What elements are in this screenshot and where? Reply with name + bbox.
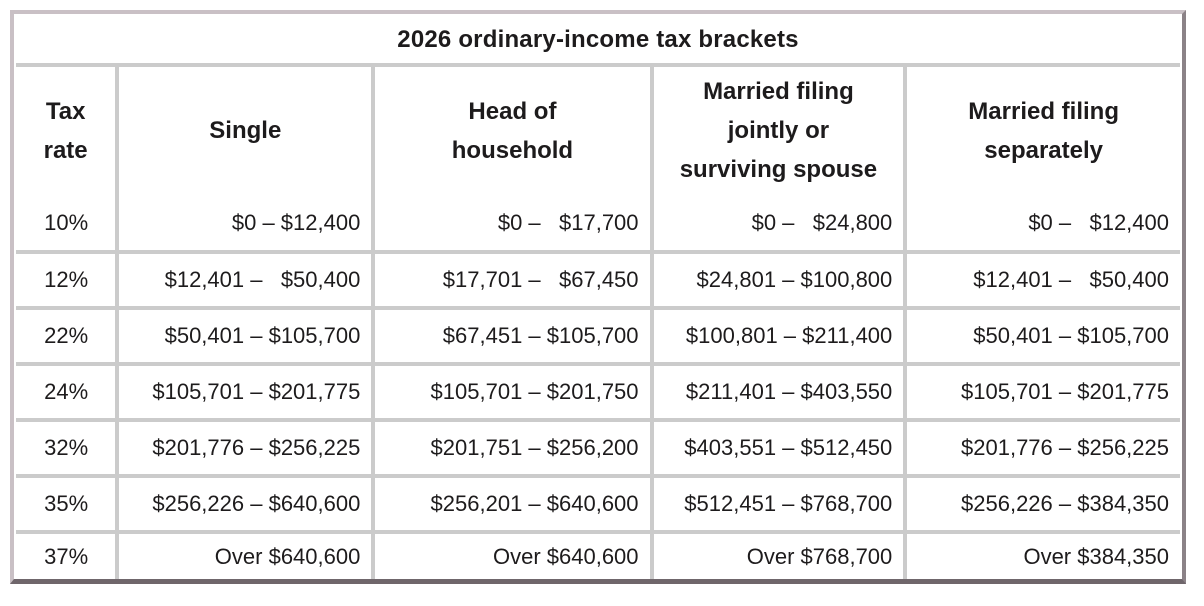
married-separately-range-cell: $12,401 – $50,400	[905, 252, 1180, 310]
tax-rate-cell: 24%	[16, 364, 120, 422]
married-jointly-range-cell: $0 – $24,800	[651, 196, 908, 254]
header-row: Tax rate Single Head of household Marrie…	[16, 65, 1180, 196]
table-row: 12% $12,401 – $50,400 $17,701 – $67,450 …	[16, 252, 1180, 310]
table-row: 37% Over $640,600 Over $640,600 Over $76…	[16, 532, 1180, 579]
head-of-household-range-cell: $256,201 – $640,600	[373, 476, 654, 534]
head-of-household-range-cell: Over $640,600	[373, 532, 654, 579]
single-range-cell: Over $640,600	[117, 532, 376, 579]
married-jointly-range-cell: $211,401 – $403,550	[651, 364, 908, 422]
table-row: 24% $105,701 – $201,775 $105,701 – $201,…	[16, 364, 1180, 422]
tax-brackets-grid: 2026 ordinary-income tax brackets Tax ra…	[16, 16, 1180, 579]
tax-brackets-table: 2026 ordinary-income tax brackets Tax ra…	[10, 10, 1186, 584]
title-row: 2026 ordinary-income tax brackets	[16, 16, 1180, 67]
married-jointly-range-cell: Over $768,700	[651, 532, 908, 579]
tax-rate-cell: 12%	[16, 252, 120, 310]
married-separately-range-cell: $256,226 – $384,350	[905, 476, 1180, 534]
single-range-cell: $256,226 – $640,600	[117, 476, 376, 534]
married-jointly-range-cell: $24,801 – $100,800	[651, 252, 908, 310]
table-row: 32% $201,776 – $256,225 $201,751 – $256,…	[16, 420, 1180, 478]
married-jointly-range-cell: $403,551 – $512,450	[651, 420, 908, 478]
single-range-cell: $50,401 – $105,700	[117, 308, 376, 366]
column-header-married-separately: Married filing separately	[905, 65, 1180, 196]
tax-rate-cell: 32%	[16, 420, 120, 478]
married-separately-range-cell: $105,701 – $201,775	[905, 364, 1180, 422]
single-range-cell: $12,401 – $50,400	[117, 252, 376, 310]
head-of-household-range-cell: $201,751 – $256,200	[373, 420, 654, 478]
head-of-household-range-cell: $17,701 – $67,450	[373, 252, 654, 310]
table-row: 22% $50,401 – $105,700 $67,451 – $105,70…	[16, 308, 1180, 366]
head-of-household-range-cell: $105,701 – $201,750	[373, 364, 654, 422]
married-separately-range-cell: $50,401 – $105,700	[905, 308, 1180, 366]
married-separately-range-cell: Over $384,350	[905, 532, 1180, 579]
column-header-married-jointly: Married filing jointly or surviving spou…	[651, 65, 908, 196]
married-separately-range-cell: $201,776 – $256,225	[905, 420, 1180, 478]
table-row: 35% $256,226 – $640,600 $256,201 – $640,…	[16, 476, 1180, 534]
single-range-cell: $0 – $12,400	[117, 196, 376, 254]
table-title: 2026 ordinary-income tax brackets	[16, 16, 1180, 67]
married-jointly-range-cell: $512,451 – $768,700	[651, 476, 908, 534]
head-of-household-range-cell: $0 – $17,700	[373, 196, 654, 254]
single-range-cell: $201,776 – $256,225	[117, 420, 376, 478]
tax-rate-cell: 10%	[16, 196, 120, 254]
married-separately-range-cell: $0 – $12,400	[905, 196, 1180, 254]
column-header-tax-rate: Tax rate	[16, 65, 120, 196]
single-range-cell: $105,701 – $201,775	[117, 364, 376, 422]
married-jointly-range-cell: $100,801 – $211,400	[651, 308, 908, 366]
table-row: 10% $0 – $12,400 $0 – $17,700 $0 – $24,8…	[16, 196, 1180, 254]
column-header-head-of-household: Head of household	[373, 65, 654, 196]
head-of-household-range-cell: $67,451 – $105,700	[373, 308, 654, 366]
column-header-single: Single	[117, 65, 376, 196]
tax-rate-cell: 37%	[16, 532, 120, 579]
tax-rate-cell: 22%	[16, 308, 120, 366]
tax-rate-cell: 35%	[16, 476, 120, 534]
